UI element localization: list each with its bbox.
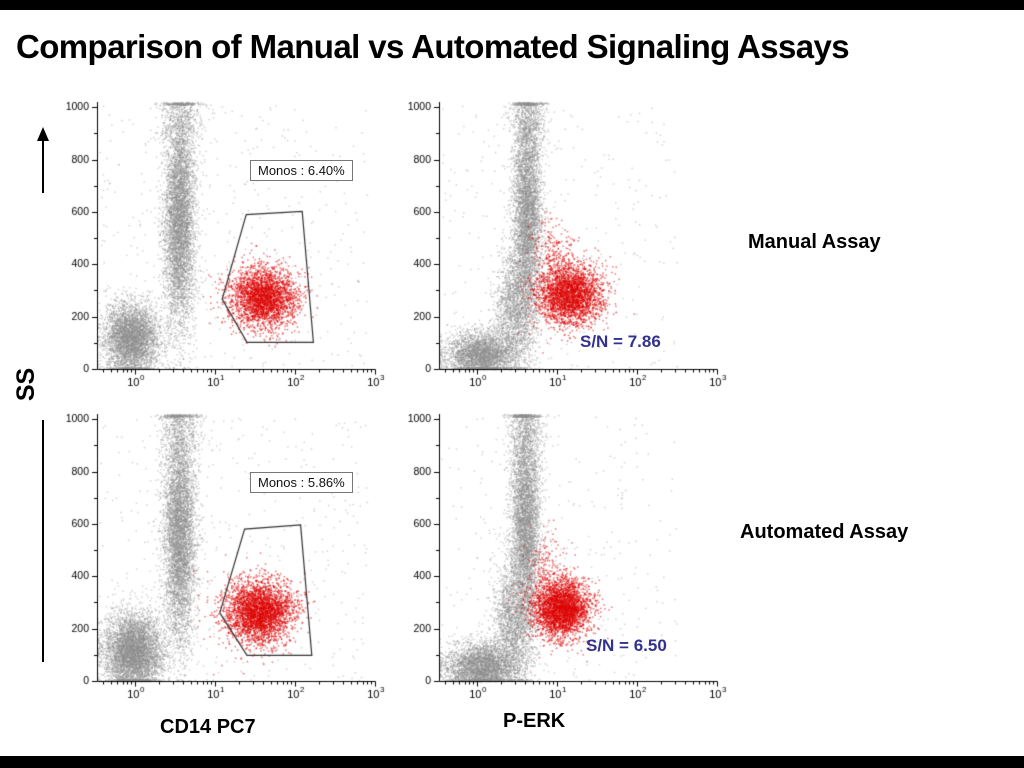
scatter-plot-canvas (392, 408, 732, 708)
y-axis-label: SS (12, 367, 41, 402)
scatter-plot-canvas (50, 96, 390, 396)
sn-ratio-manual: S/N = 7.86 (580, 332, 661, 351)
row-label-manual: Manual Assay (748, 231, 881, 253)
y-axis-line-bottom (42, 420, 44, 662)
scatter-plot-canvas (392, 96, 732, 396)
x-axis-title-perk: P-ERK (503, 710, 566, 732)
bottom-border (0, 756, 1024, 768)
gate-label-automated: Monos : 5.86% (250, 472, 353, 493)
chart-manual-perk: S/N = 7.86 (392, 96, 732, 396)
y-axis-arrow-icon (37, 127, 49, 141)
chart-manual-cd14: Monos : 6.40% (50, 96, 390, 396)
chart-automated-perk: S/N = 6.50 (392, 408, 732, 708)
page-title: Comparison of Manual vs Automated Signal… (16, 28, 850, 65)
row-label-automated: Automated Assay (740, 521, 909, 543)
top-border (0, 0, 1024, 10)
chart-automated-cd14: Monos : 5.86% (50, 408, 390, 708)
gate-label-manual: Monos : 6.40% (250, 160, 353, 181)
scatter-plot-canvas (50, 408, 390, 708)
sn-ratio-automated: S/N = 6.50 (586, 636, 667, 655)
x-axis-title-cd14: CD14 PC7 (160, 716, 256, 738)
y-axis-line-top (42, 141, 44, 193)
